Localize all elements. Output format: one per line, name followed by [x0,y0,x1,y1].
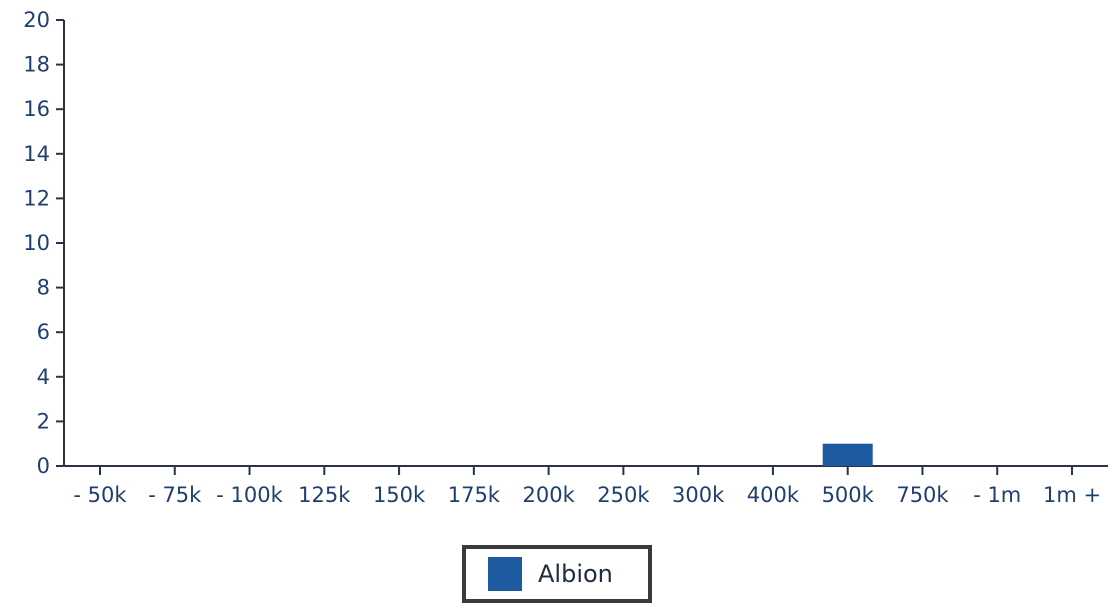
x-tick-label: - 75k [148,483,202,507]
y-tick-label: 20 [23,8,50,32]
x-tick-label: 150k [373,483,426,507]
y-tick-label: 6 [37,320,50,344]
x-tick-label: 250k [597,483,650,507]
x-tick-label: 175k [448,483,501,507]
y-tick-label: 12 [23,186,50,210]
legend-swatch-albion [488,557,522,591]
x-tick-label: 500k [822,483,875,507]
y-tick-label: 8 [37,276,50,300]
x-tick-label: 200k [522,483,575,507]
x-axis: - 50k - 75k - 100k 125k 150k 175k 200k 250k 300k… [64,465,1108,507]
x-tick-label: 125k [298,483,351,507]
y-tick-label: 18 [23,53,50,77]
y-tick-label: 4 [37,365,50,389]
x-tick-label: - 1m [973,483,1021,507]
bars [822,443,873,466]
x-tick-label: 1m + [1043,483,1101,507]
x-tick-label: 400k [747,483,800,507]
legend-label-albion: Albion [538,560,613,588]
x-tick-label: 750k [896,483,949,507]
x-tick-label: - 100k [216,483,283,507]
legend: Albion [462,545,652,603]
x-tick-label: 300k [672,483,725,507]
bar [822,443,873,466]
y-tick-label: 2 [37,409,50,433]
x-tick-label: - 50k [73,483,127,507]
y-axis: 0 2 4 6 8 10 12 14 16 18 20 [23,8,65,478]
y-tick-label: 16 [23,97,50,121]
y-tick-label: 14 [23,142,50,166]
y-tick-label: 10 [23,231,50,255]
y-tick-label: 0 [37,454,50,478]
